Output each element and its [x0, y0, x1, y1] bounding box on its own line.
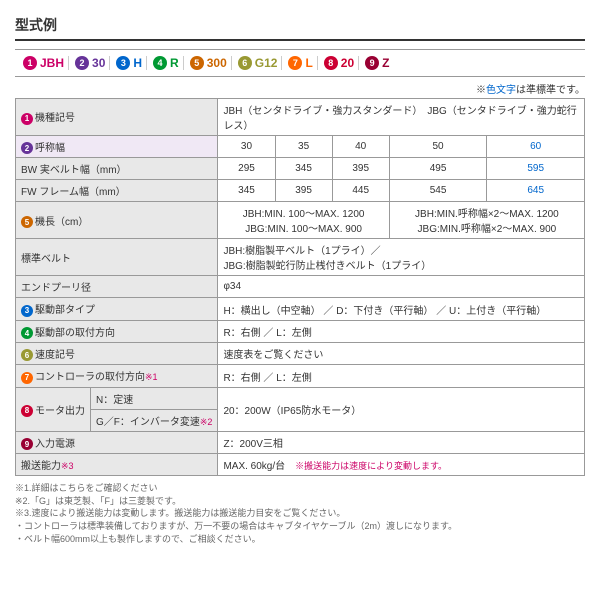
- spec-table: 1機種記号 JBH（センタドライブ・強力スタンダード） JBG（センタドライブ・…: [15, 98, 585, 476]
- model-badges: 1JBH2303H4R53006G127L8209Z: [15, 49, 585, 77]
- footnotes: ※1.詳細はこちらをご確認ください※2.「G」は東芝製、「F」は三菱製です。※3…: [15, 482, 585, 545]
- badge-3: 3H: [112, 56, 147, 70]
- legend-note: ※色文字は準標準です。: [15, 81, 585, 96]
- section-title: 型式例: [15, 15, 585, 41]
- badge-7: 7L: [284, 56, 317, 70]
- badge-1: 1JBH: [19, 56, 69, 70]
- badge-5: 5300: [186, 56, 232, 70]
- badge-9: 9Z: [361, 56, 393, 70]
- badge-8: 820: [320, 56, 359, 70]
- badge-2: 230: [71, 56, 110, 70]
- badge-4: 4R: [149, 56, 184, 70]
- badge-6: 6G12: [234, 56, 283, 70]
